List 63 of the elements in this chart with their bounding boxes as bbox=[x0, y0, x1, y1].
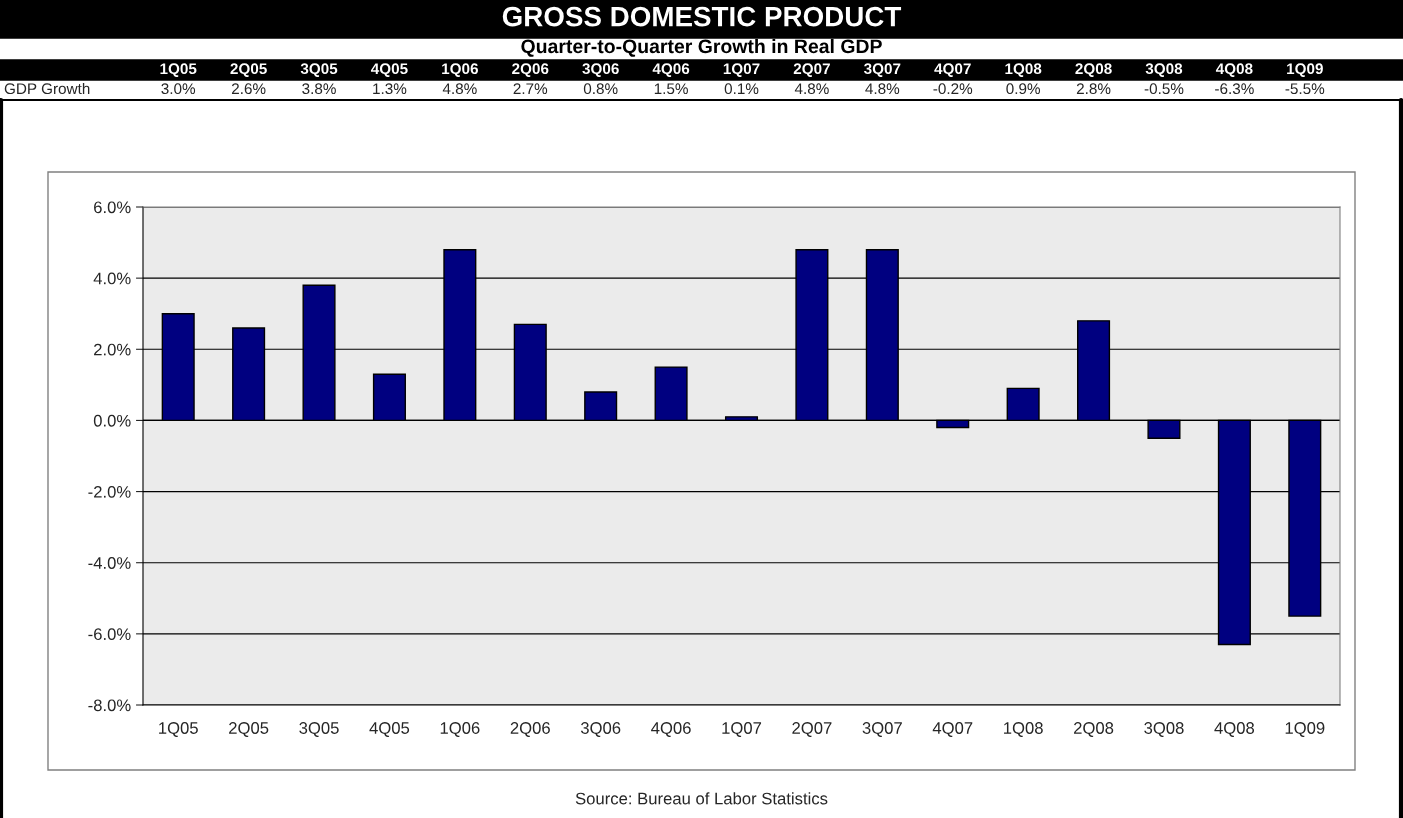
category-label: 4Q06 bbox=[652, 63, 690, 77]
category-label: 2Q05 bbox=[230, 63, 267, 77]
category-label: 3Q07 bbox=[863, 63, 901, 77]
data-label: -0.2% bbox=[933, 83, 973, 95]
x-tick-label: 1Q05 bbox=[159, 722, 198, 737]
data-label: 0.8% bbox=[583, 83, 618, 95]
data-label: 0.1% bbox=[724, 83, 759, 95]
y-tick-label: 0.0% bbox=[93, 414, 131, 427]
x-tick-label: 2Q07 bbox=[792, 722, 832, 737]
category-label: 4Q08 bbox=[1215, 63, 1253, 77]
category-label: 1Q09 bbox=[1287, 63, 1323, 77]
data-label: 4.8% bbox=[442, 83, 477, 95]
data-label: 3.8% bbox=[302, 83, 336, 95]
x-tick-label: 1Q08 bbox=[1004, 722, 1043, 737]
chart-title: GROSS DOMESTIC PRODUCT bbox=[502, 6, 902, 27]
y-tick-label: 4.0% bbox=[93, 272, 131, 285]
x-tick-label: 3Q08 bbox=[1144, 722, 1184, 737]
x-tick-label: 1Q09 bbox=[1285, 722, 1325, 737]
category-label: 1Q05 bbox=[160, 63, 197, 77]
x-tick-label: 4Q05 bbox=[369, 722, 410, 737]
y-tick-label: -8.0% bbox=[88, 699, 131, 712]
data-label: 2.8% bbox=[1076, 83, 1111, 95]
category-label: 4Q05 bbox=[370, 63, 408, 77]
x-tick-label: 3Q06 bbox=[580, 722, 621, 737]
category-label: 3Q06 bbox=[582, 63, 619, 77]
data-label: 2.6% bbox=[231, 83, 266, 95]
data-label: 1.5% bbox=[654, 83, 688, 95]
y-tick-label: 6.0% bbox=[94, 201, 131, 214]
source-note: Source: Bureau of Labor Statistics bbox=[575, 792, 828, 805]
x-tick-label: 2Q08 bbox=[1074, 722, 1114, 737]
category-label: 2Q08 bbox=[1075, 63, 1112, 77]
category-label: 3Q08 bbox=[1145, 63, 1183, 77]
chart-subtitle: Quarter-to-Quarter Growth in Real GDP bbox=[521, 38, 882, 57]
category-label: 4Q07 bbox=[934, 63, 971, 77]
data-label: 1.3% bbox=[373, 83, 407, 95]
x-tick-label: 3Q07 bbox=[862, 722, 902, 737]
data-label: 2.7% bbox=[513, 83, 548, 95]
data-label: -0.5% bbox=[1144, 83, 1184, 95]
data-label: -5.5% bbox=[1285, 83, 1325, 95]
text: GDP Growth bbox=[4, 82, 90, 95]
category-label: 1Q07 bbox=[723, 63, 760, 77]
data-label: 0.9% bbox=[1006, 83, 1041, 95]
data-label: 4.8% bbox=[865, 83, 900, 95]
x-tick-label: 4Q07 bbox=[932, 722, 973, 737]
category-label: 2Q07 bbox=[793, 63, 830, 77]
x-tick-label: 4Q06 bbox=[651, 722, 691, 737]
x-tick-label: 2Q06 bbox=[510, 722, 550, 737]
category-label: 1Q06 bbox=[442, 63, 478, 77]
category-label: 1Q08 bbox=[1005, 63, 1042, 77]
x-tick-label: 2Q05 bbox=[229, 722, 269, 737]
data-label: -6.3% bbox=[1215, 83, 1254, 95]
x-tick-label: 3Q05 bbox=[299, 722, 339, 737]
data-label: 3.0% bbox=[161, 83, 196, 95]
x-tick-label: 1Q07 bbox=[722, 722, 762, 737]
data-label: 4.8% bbox=[794, 83, 829, 95]
category-label: 3Q05 bbox=[300, 63, 338, 77]
x-tick-label: 1Q06 bbox=[440, 722, 480, 737]
y-tick-label: -4.0% bbox=[88, 557, 131, 569]
category-label: 2Q06 bbox=[512, 63, 549, 77]
y-tick-label: 2.0% bbox=[94, 343, 131, 356]
y-tick-label: -2.0% bbox=[88, 485, 131, 498]
x-tick-label: 4Q08 bbox=[1214, 722, 1255, 737]
y-tick-label: -6.0% bbox=[88, 628, 131, 641]
